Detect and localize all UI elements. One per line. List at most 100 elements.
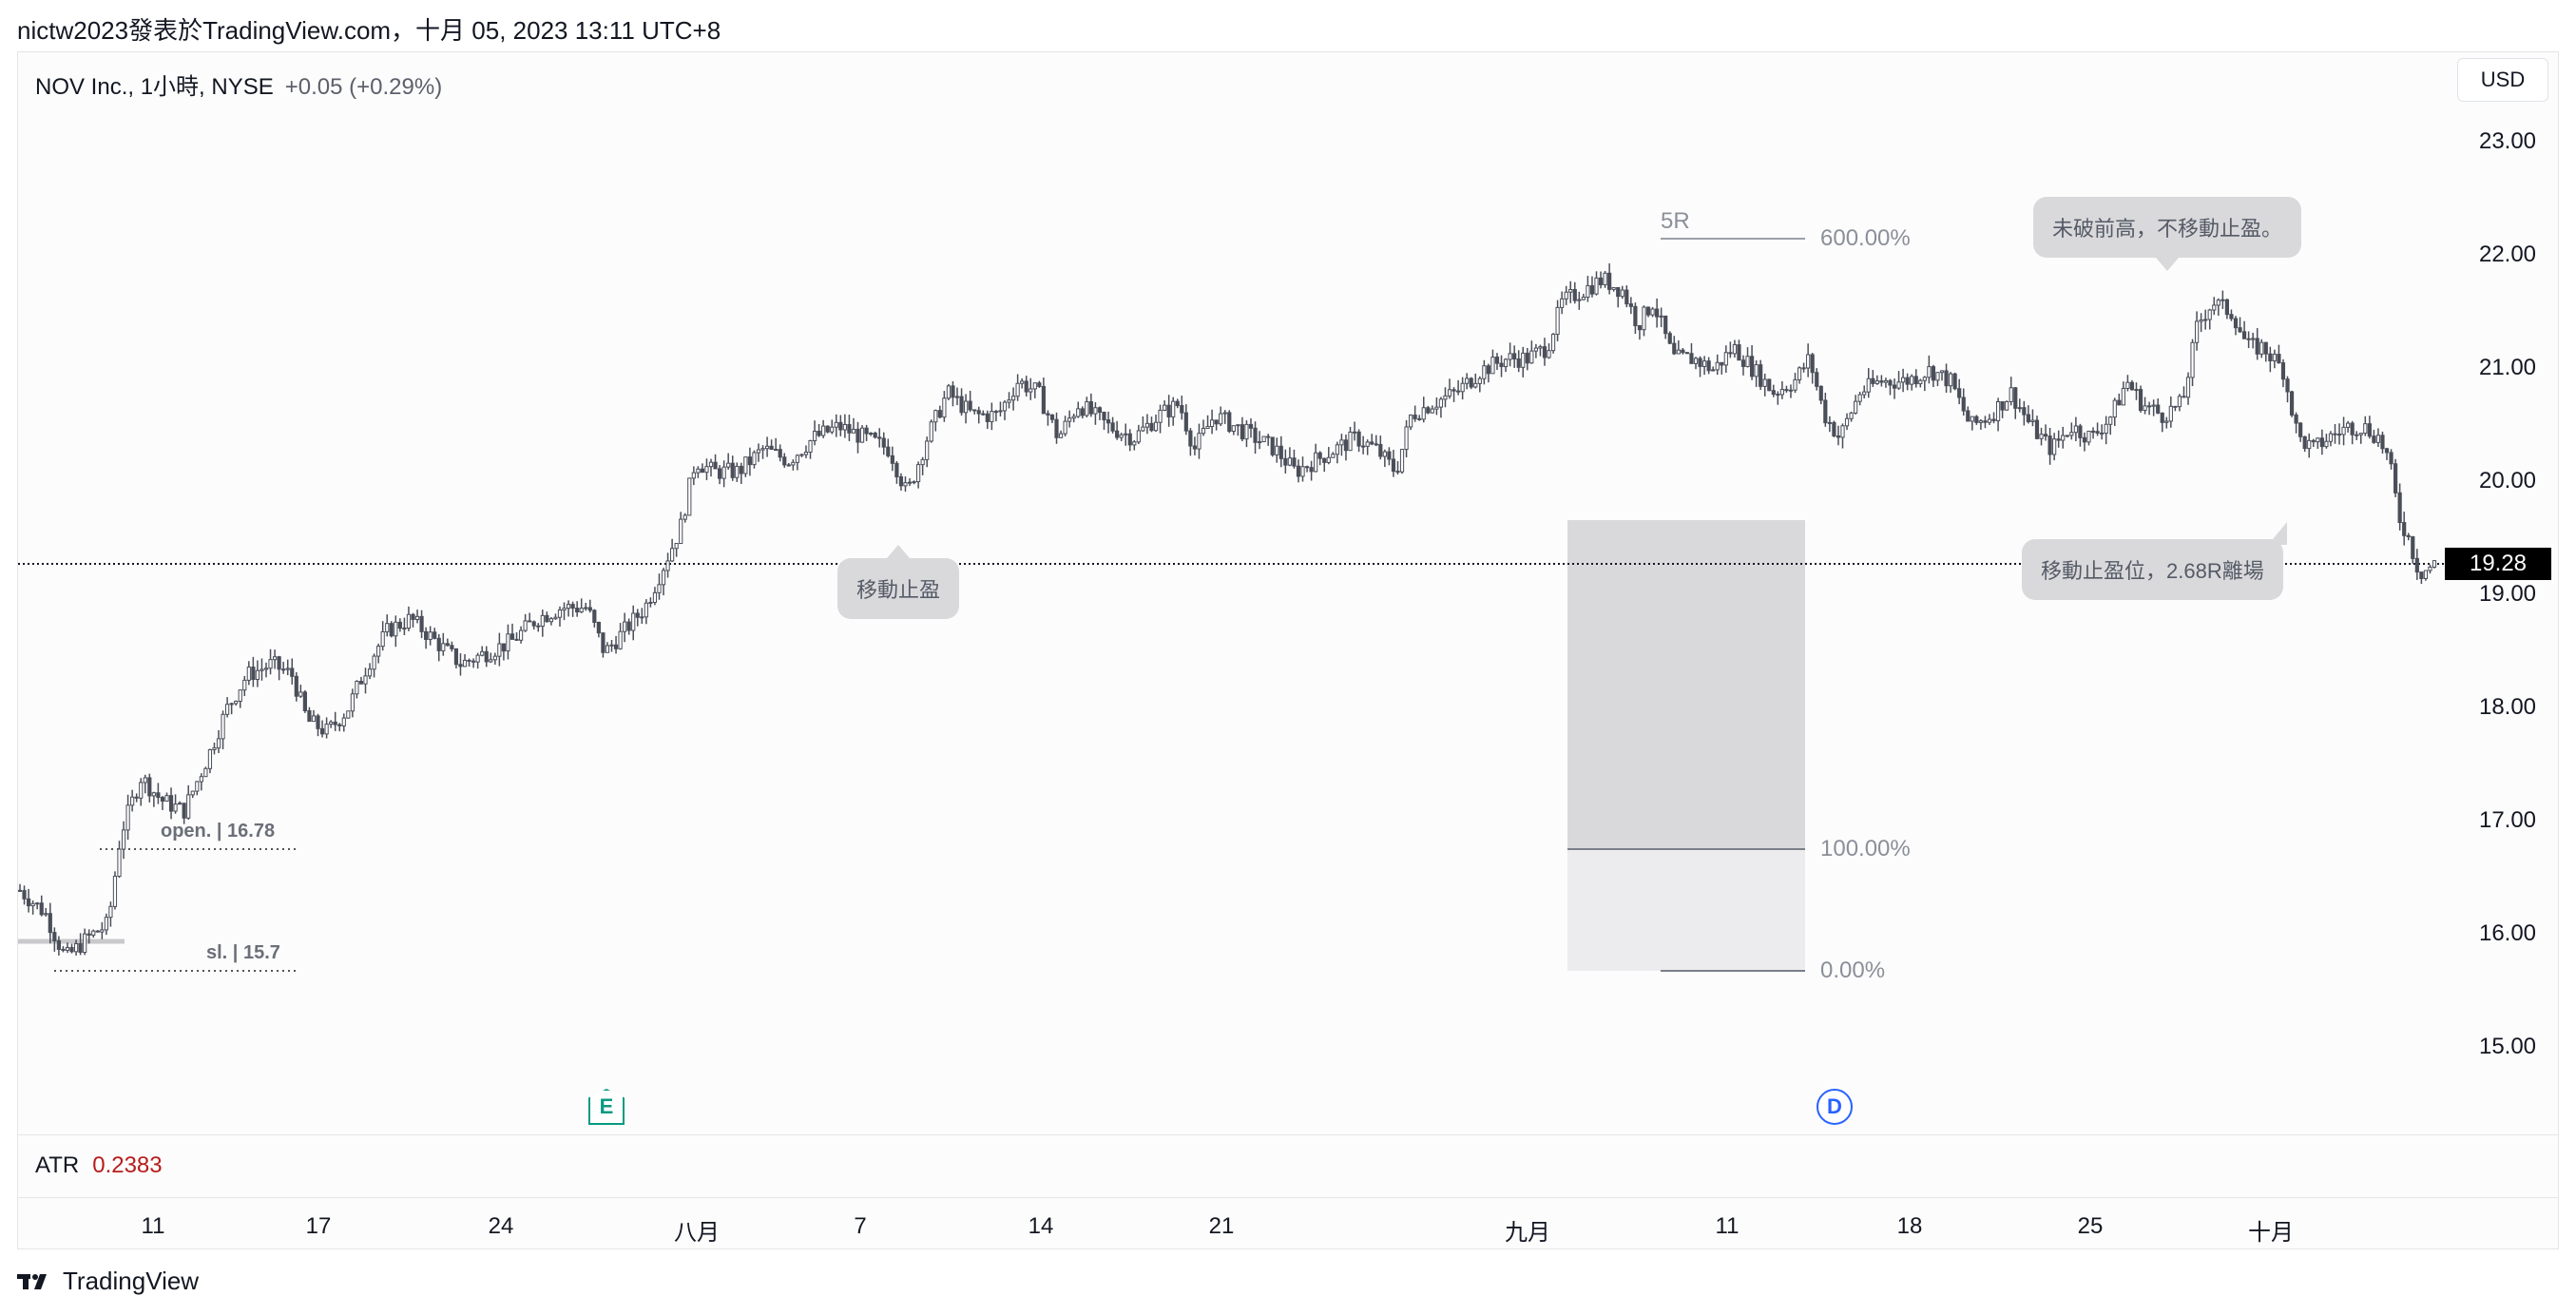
candle-body: [2069, 432, 2074, 436]
price-tick: 16.00: [2478, 920, 2537, 946]
candle-body: [1616, 286, 1621, 298]
candle-body: [389, 623, 394, 637]
annotation-trailing-stop[interactable]: 移動止盈: [837, 558, 960, 619]
candle-body: [2280, 362, 2286, 380]
candle-body: [557, 609, 563, 618]
candle-body: [151, 792, 156, 797]
candle-body: [277, 656, 281, 670]
time-tick: 18: [1896, 1213, 1923, 1239]
candle-body: [225, 704, 230, 715]
candle-body: [769, 445, 774, 451]
candle-body: [2168, 405, 2173, 422]
candle-body: [1335, 444, 1339, 455]
candle-body: [1197, 433, 1201, 450]
footer-brand[interactable]: TradingView: [17, 1267, 199, 1296]
dividend-marker-icon[interactable]: D: [1817, 1089, 1853, 1125]
candle-body: [2316, 437, 2320, 443]
atr-legend[interactable]: ATR 0.2383: [35, 1152, 163, 1179]
annotation-exit[interactable]: 移動止盈位，2.68R離場: [2022, 522, 2287, 600]
candle-body: [1317, 452, 1322, 459]
candle-body: [207, 748, 213, 769]
candle-body: [665, 560, 670, 571]
candle-body: [1266, 435, 1271, 438]
candle-body: [1818, 385, 1823, 401]
candle-body: [65, 947, 70, 951]
candle-body: [2241, 331, 2247, 339]
candle-body: [2108, 416, 2113, 425]
candle-body: [514, 638, 519, 641]
candle-body: [679, 518, 683, 545]
candle-body: [1525, 352, 1529, 364]
candle-body: [182, 803, 186, 819]
candle-body: [518, 629, 524, 641]
candle-body: [1512, 353, 1517, 359]
atr-pane[interactable]: ATR 0.2383: [18, 1134, 2558, 1198]
candle-body: [1287, 457, 1292, 466]
candle-body: [1105, 419, 1111, 424]
candle-body: [898, 475, 904, 487]
candle-body: [2363, 423, 2368, 435]
candle-body: [1163, 404, 1167, 411]
candle-body: [385, 623, 390, 632]
candle-body: [2173, 405, 2178, 408]
candle-body: [1236, 424, 1240, 427]
candle-body: [1706, 360, 1711, 372]
price-chart[interactable]: [18, 52, 2558, 1132]
candle-body: [1326, 456, 1331, 463]
price-pane[interactable]: NOV Inc., 1小時, NYSE +0.05 (+0.29%) USD 2…: [18, 52, 2558, 1132]
candle-body: [1754, 364, 1759, 377]
candle-body: [73, 942, 79, 953]
candle-body: [139, 782, 144, 799]
candle-body: [2043, 434, 2048, 437]
chart-legend[interactable]: NOV Inc., 1小時, NYSE +0.05 (+0.29%): [35, 68, 442, 101]
candle-body: [886, 446, 891, 456]
candle-body: [475, 654, 480, 663]
price-tick: 15.00: [2478, 1034, 2537, 1059]
last-price-badge: 19.28: [2445, 548, 2551, 580]
candle-body: [1672, 342, 1677, 355]
candle-body: [190, 790, 195, 796]
candle-body: [894, 462, 899, 477]
candle-body: [925, 440, 930, 460]
candle-body: [842, 423, 847, 431]
candle-body: [1918, 379, 1923, 385]
time-tick: 25: [2077, 1213, 2104, 1239]
candle-body: [1594, 277, 1599, 295]
earnings-marker-icon[interactable]: E: [588, 1089, 625, 1125]
fib-0-label: 0.00%: [1820, 958, 1886, 983]
candle-body: [1136, 430, 1141, 443]
candle-body: [242, 679, 247, 691]
candle-body: [2428, 566, 2432, 571]
time-axis[interactable]: 11 17 24 八月 7 14 21 九月 11 18 25 十月: [18, 1197, 2558, 1249]
candle-body: [1650, 308, 1655, 316]
candle-body: [26, 898, 31, 907]
candle-body: [199, 776, 203, 783]
candle-body: [2151, 404, 2156, 407]
chart-frame[interactable]: NOV Inc., 1小時, NYSE +0.05 (+0.29%) USD 2…: [17, 51, 2559, 1249]
annotation-no-new-high[interactable]: 未破前高，不移動止盈。: [2033, 197, 2302, 258]
candle-body: [2311, 439, 2316, 443]
candle-body: [2034, 419, 2040, 439]
candle-body: [333, 721, 337, 726]
candle-body: [1409, 415, 1413, 428]
candle-body: [1028, 388, 1033, 393]
currency-button[interactable]: USD: [2457, 58, 2548, 102]
candle-body: [1499, 362, 1504, 368]
candle-body: [1568, 289, 1573, 293]
candle-body: [1966, 410, 1970, 422]
candle-body: [1188, 430, 1193, 447]
candle-body: [156, 792, 161, 799]
candle-body: [1180, 405, 1184, 414]
candle-body: [1244, 423, 1249, 440]
candle-body: [376, 646, 381, 657]
candle-body: [687, 477, 692, 516]
candle-body: [1720, 361, 1724, 366]
candle-body: [319, 727, 325, 735]
candle-body: [1447, 389, 1452, 397]
candle-body: [993, 411, 999, 414]
candle-body: [1910, 376, 1914, 385]
candle-body: [1508, 353, 1512, 360]
candle-body: [2393, 463, 2398, 494]
candle-body: [743, 456, 748, 474]
candle-body: [817, 431, 821, 436]
